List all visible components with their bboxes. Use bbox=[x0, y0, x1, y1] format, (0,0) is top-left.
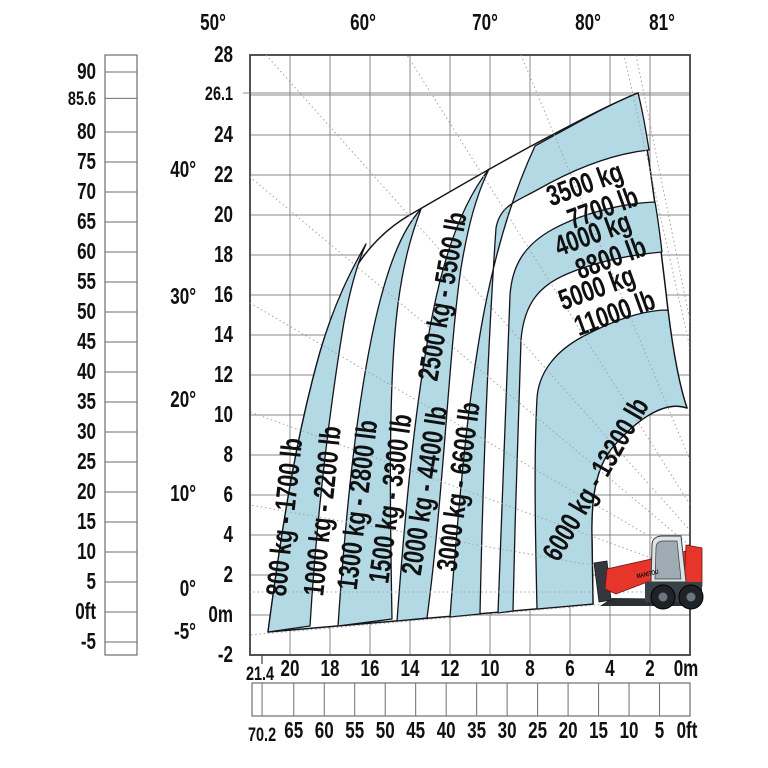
reach-ft-label: 35 bbox=[467, 719, 486, 744]
height-axis-m-label: -2 bbox=[218, 642, 233, 667]
axes-labels: 50° 60° 70° 80° 81°40°30°20°10°0°-5°2826.124… bbox=[170, 11, 698, 685]
height-ft-label: 35 bbox=[77, 389, 96, 414]
height-ft-label: 15 bbox=[77, 509, 96, 534]
height-ft-label: 60 bbox=[77, 239, 96, 264]
zone-band-4000kg bbox=[497, 201, 663, 614]
height-axis-m-label: 10 bbox=[214, 402, 233, 427]
height-axis-m-label: 6 bbox=[224, 482, 233, 507]
angle-label-left: 10° bbox=[170, 481, 196, 506]
height-axis-m-label: 26.1 bbox=[205, 82, 233, 105]
reach-axis-m-label: 2 bbox=[645, 657, 654, 682]
reach-axis-m-label: 0m bbox=[674, 657, 699, 682]
angle-label-left: -5° bbox=[174, 619, 196, 644]
height-ft-label: 40 bbox=[77, 359, 96, 384]
height-ft-label: 0ft bbox=[75, 599, 96, 624]
boom-angle-line-80 bbox=[623, 55, 690, 351]
reach-ft-label: 45 bbox=[406, 719, 425, 744]
cab-window bbox=[654, 540, 682, 580]
height-ft-label: 65 bbox=[77, 209, 96, 234]
height-axis-m-label: 8 bbox=[224, 442, 233, 467]
height-ft-label: 80 bbox=[77, 119, 96, 144]
boom-angle-line-20 bbox=[250, 411, 690, 573]
height-axis-m-label: 2 bbox=[224, 562, 233, 587]
reach-ft-label: 70.2 bbox=[248, 723, 276, 746]
reach-ft-label: 15 bbox=[589, 719, 608, 744]
reach-ft-label: 20 bbox=[559, 719, 578, 744]
reach-axis-m-label: 6 bbox=[565, 657, 574, 682]
reach-ft-label: 30 bbox=[498, 719, 517, 744]
height-ft-label: 50 bbox=[77, 299, 96, 324]
height-ft-ruler bbox=[104, 54, 138, 656]
zone-band-3000kg bbox=[449, 92, 650, 618]
reach-axis-m-label: 12 bbox=[441, 657, 460, 682]
height-ft-label: 90 bbox=[77, 59, 96, 84]
height-ft-label: 85.6 bbox=[68, 87, 96, 110]
height-axis-m-label: 18 bbox=[214, 242, 233, 267]
height-axis-m-label: 16 bbox=[214, 282, 233, 307]
angle-label-left: 0° bbox=[180, 576, 196, 601]
angle-label-left: 30° bbox=[170, 284, 196, 309]
height-ft-label: -5 bbox=[81, 629, 96, 654]
height-axis-m-label: 12 bbox=[214, 362, 233, 387]
reach-axis-m-label: 18 bbox=[321, 657, 340, 682]
reach-ft-label: 55 bbox=[345, 719, 364, 744]
machine-brand-text: MANITOU bbox=[636, 569, 659, 580]
angle-label-top: 81° bbox=[649, 11, 675, 36]
zone-band-800kg bbox=[267, 243, 367, 633]
boom-angle-line-81 bbox=[635, 55, 690, 324]
reach-ft-label: 60 bbox=[315, 719, 334, 744]
height-axis-m-label: 28 bbox=[214, 42, 233, 67]
height-ft-label: 5 bbox=[87, 569, 96, 594]
reach-ft-label: 5 bbox=[655, 719, 664, 744]
height-axis-m-label: 4 bbox=[224, 522, 234, 547]
height-axis-m-label: 14 bbox=[214, 322, 234, 347]
rear-wheel-hub bbox=[686, 592, 696, 602]
capacity-zones bbox=[267, 92, 688, 633]
height-ft-label: 20 bbox=[77, 479, 96, 504]
height-ft-label: 25 bbox=[77, 449, 96, 474]
front-wheel-hub bbox=[658, 592, 668, 602]
zone-band-2000kg bbox=[396, 168, 490, 622]
height-ft-label: 55 bbox=[77, 269, 96, 294]
reach-ft-label: 40 bbox=[437, 719, 456, 744]
height-axis-m-label: 0m bbox=[208, 602, 233, 627]
zone-band-1300kg bbox=[337, 208, 422, 627]
angle-label-left: 40° bbox=[170, 157, 196, 182]
angle-label-left: 20° bbox=[170, 387, 196, 412]
height-ft-label: 30 bbox=[77, 419, 96, 444]
reach-axis-m-label: 14 bbox=[401, 657, 421, 682]
reach-axis-m-label: 10 bbox=[481, 657, 500, 682]
reach-axis-m-label: 20 bbox=[281, 657, 300, 682]
reach-ft-ruler bbox=[251, 682, 691, 717]
height-ft-label: 70 bbox=[77, 179, 96, 204]
angle-label-top: 60° bbox=[350, 11, 376, 36]
reach-ft-label: 50 bbox=[376, 719, 395, 744]
reach-axis-m-label: 4 bbox=[605, 657, 615, 682]
reach-ft-label: 10 bbox=[620, 719, 639, 744]
height-ft-label: 75 bbox=[77, 149, 96, 174]
height-axis-m-label: 24 bbox=[214, 122, 234, 147]
angle-label-top: 70° bbox=[472, 11, 498, 36]
engine-body bbox=[683, 544, 703, 587]
height-ft-label: 10 bbox=[77, 539, 96, 564]
telehandler-machine: MANITOU bbox=[593, 535, 704, 610]
feet-rulers: 9085.680757065605550454035302520151050ft… bbox=[68, 54, 698, 746]
height-axis-m-label: 22 bbox=[214, 162, 233, 187]
height-axis-m-label: 20 bbox=[214, 202, 233, 227]
reach-axis-m-label: 16 bbox=[361, 657, 380, 682]
reach-axis-m-label: 8 bbox=[525, 657, 534, 682]
zone-band-6000kg bbox=[534, 309, 688, 610]
reach-ft-label: 65 bbox=[284, 719, 303, 744]
reach-ft-label: 25 bbox=[528, 719, 547, 744]
chart-border bbox=[249, 54, 691, 656]
height-ft-label: 45 bbox=[77, 329, 96, 354]
reach-axis-m-label: 21.4 bbox=[246, 662, 274, 685]
reach-ft-label: 0ft bbox=[677, 719, 698, 744]
angle-label-top: 80° bbox=[575, 11, 601, 36]
boom-angle-line-40 bbox=[250, 176, 690, 547]
angle-label-top: 50° bbox=[200, 11, 226, 36]
